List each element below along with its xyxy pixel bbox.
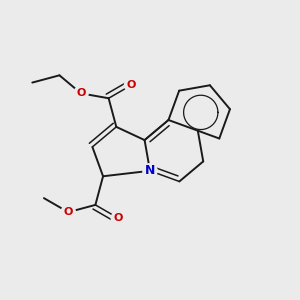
Text: O: O bbox=[76, 88, 86, 98]
Circle shape bbox=[74, 86, 88, 100]
Text: O: O bbox=[127, 80, 136, 90]
Circle shape bbox=[124, 78, 139, 92]
Text: O: O bbox=[114, 213, 123, 223]
Circle shape bbox=[143, 164, 157, 178]
Text: N: N bbox=[145, 164, 155, 177]
Text: O: O bbox=[64, 207, 73, 217]
Circle shape bbox=[111, 211, 125, 225]
Circle shape bbox=[61, 205, 75, 219]
